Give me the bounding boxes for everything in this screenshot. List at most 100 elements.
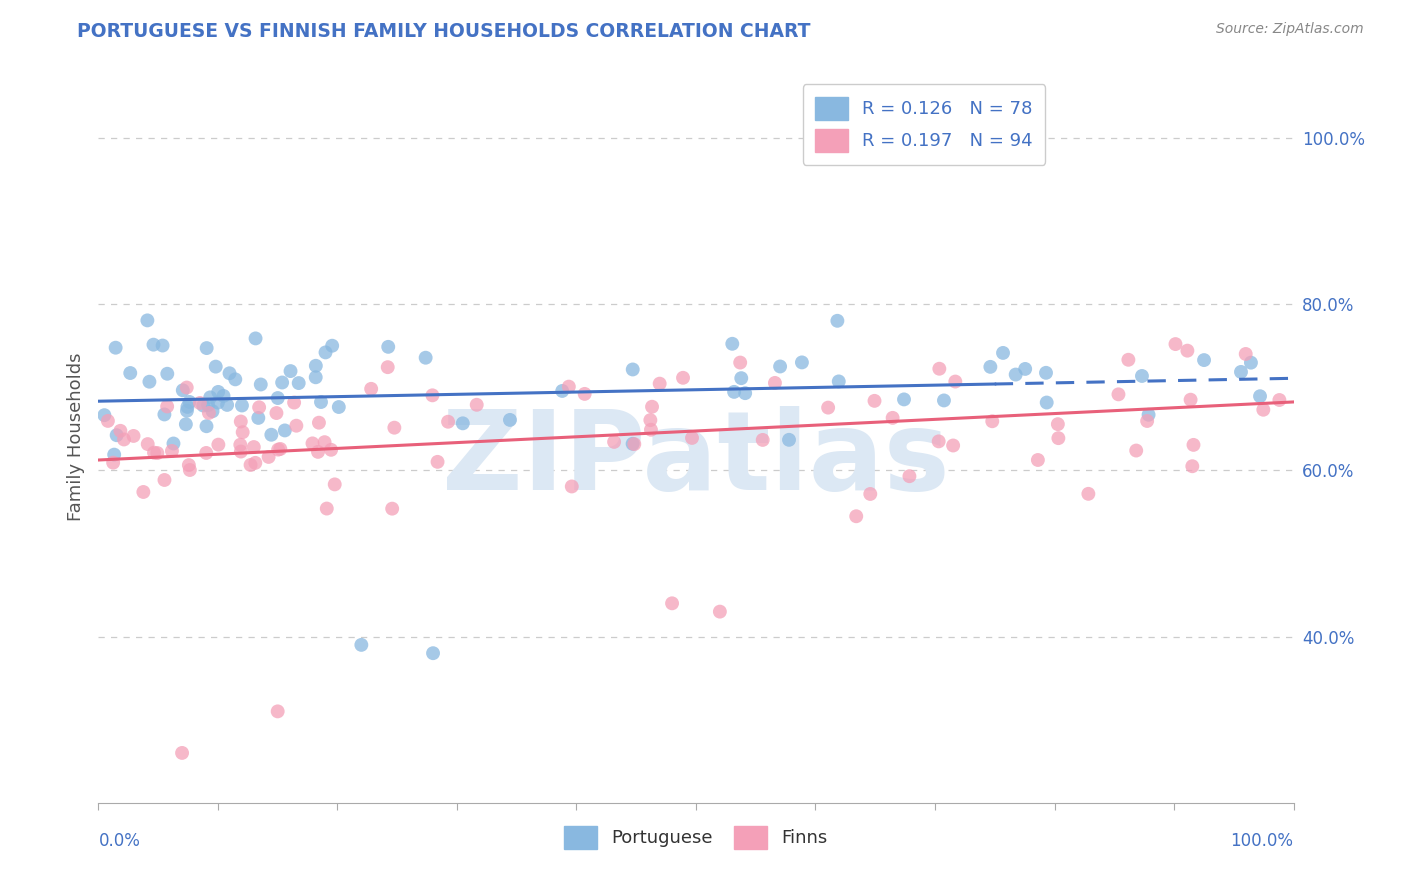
Point [229,415,252,429]
Point [152,338,174,352]
Point [1240,356,1263,370]
Point [1046,417,1069,432]
Point [176,400,198,414]
Point [723,384,745,399]
Point [188,396,211,410]
Point [283,395,305,409]
Point [309,395,332,409]
Point [763,376,786,390]
Point [239,458,262,472]
Point [641,400,664,414]
Point [232,425,254,440]
Point [928,434,950,449]
Point [197,398,219,412]
Point [1253,402,1275,417]
Point [499,413,522,427]
Point [942,438,965,452]
Point [728,355,751,369]
Point [415,351,437,365]
Point [661,596,683,610]
Point [817,401,839,415]
Point [769,359,792,374]
Point [991,346,1014,360]
Point [321,339,343,353]
Point [640,423,662,437]
Point [1107,387,1129,401]
Point [778,433,800,447]
Text: Source: ZipAtlas.com: Source: ZipAtlas.com [1216,22,1364,37]
Point [1180,392,1202,407]
Point [229,444,252,458]
Point [981,414,1004,428]
Text: PORTUGUESE VS FINNISH FAMILY HOUSEHOLDS CORRELATION CHART: PORTUGUESE VS FINNISH FAMILY HOUSEHOLDS … [77,22,811,41]
Point [928,361,950,376]
Point [377,340,399,354]
Point [451,417,474,431]
Point [143,445,166,459]
Point [863,393,886,408]
Point [267,442,290,457]
Point [93,408,115,422]
Point [621,362,644,376]
Point [1118,352,1140,367]
Point [112,433,135,447]
Point [266,406,288,420]
Point [172,384,194,398]
Point [301,436,323,450]
Point [243,440,266,454]
Y-axis label: Family Households: Family Households [66,353,84,521]
Point [176,380,198,394]
Point [721,336,744,351]
Point [280,364,302,378]
Point [841,147,863,161]
Point [859,487,882,501]
Point [377,360,399,375]
Point [97,414,120,428]
Point [350,638,373,652]
Point [558,379,581,393]
Point [1182,438,1205,452]
Point [224,372,246,386]
Point [271,376,294,390]
Text: 100.0%: 100.0% [1230,832,1294,850]
Point [218,366,240,380]
Point [426,455,449,469]
Point [136,437,159,451]
Point [1035,366,1057,380]
Point [160,444,183,458]
Point [1130,368,1153,383]
Point [267,705,290,719]
Point [323,477,346,491]
Point [110,424,132,438]
Point [315,345,337,359]
Point [551,384,574,398]
Point [640,413,662,427]
Point [422,646,444,660]
Point [561,479,583,493]
Point [201,404,224,418]
Point [319,442,342,457]
Point [845,509,868,524]
Point [153,473,176,487]
Point [305,370,328,384]
Point [603,434,626,449]
Point [1047,431,1070,445]
Point [307,445,329,459]
Point [249,377,271,392]
Point [465,398,488,412]
Point [882,410,904,425]
Point [176,403,198,417]
Point [730,371,752,385]
Point [328,400,350,414]
Point [247,411,270,425]
Point [245,456,267,470]
Point [1192,353,1215,368]
Point [257,450,280,464]
Point [437,415,460,429]
Point [195,341,218,355]
Point [136,313,159,327]
Point [1137,408,1160,422]
Point [247,401,270,415]
Point [828,375,851,389]
Point [1014,362,1036,376]
